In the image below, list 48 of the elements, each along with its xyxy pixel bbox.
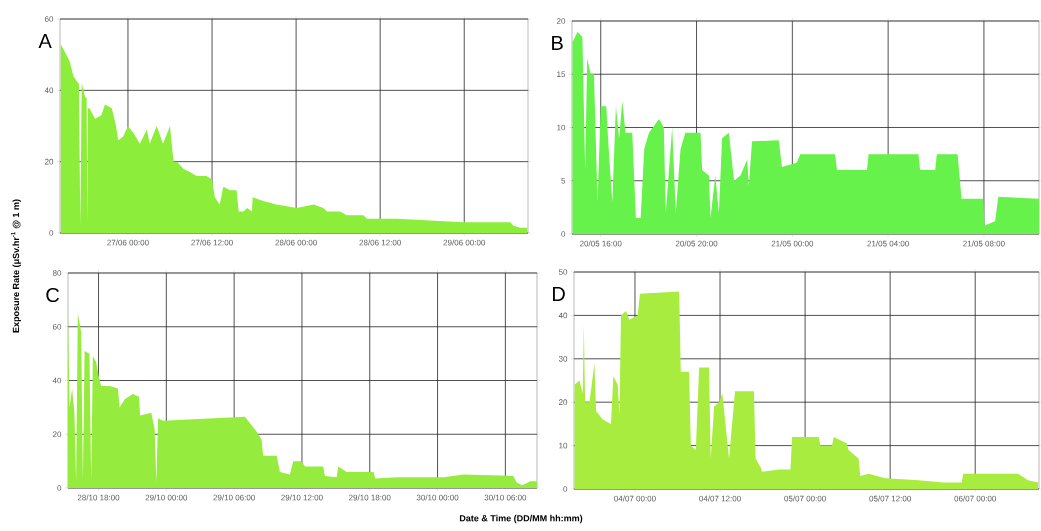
text: C (46, 287, 60, 303)
y-tick-label: 50 (558, 269, 568, 275)
y-tick-label: 60 (44, 16, 54, 22)
x-tick-label: 29/06 00:00 (443, 239, 486, 246)
x-tick-label: 27/06 12:00 (191, 239, 233, 246)
x-axis-title: Date & Time (DD/MM hh:mm) (459, 514, 583, 524)
x-tick-label: 20/05 20:00 (675, 240, 718, 247)
x-tick-label: 29/10 12:00 (281, 494, 323, 501)
x-tick-label: 05/07 12:00 (869, 495, 911, 502)
y-tick-label: 0 (49, 230, 54, 236)
x-tick-label: 06/07 00:00 (954, 495, 997, 502)
x-tick-label: 28/06 00:00 (275, 239, 317, 246)
y-tick-label: 10 (559, 442, 568, 449)
x-tick-label: 30/10 00:00 (416, 494, 459, 501)
y-tick-label: 40 (558, 312, 568, 319)
y-tick-label: 0 (561, 231, 566, 237)
y-tick-label: 40 (44, 87, 54, 94)
x-tick-label: 29/10 18:00 (349, 494, 391, 501)
text: D (553, 287, 565, 301)
y-tick-label: 80 (52, 270, 62, 276)
text: B (552, 36, 563, 50)
y-tick-label: 20 (556, 18, 566, 24)
y-axis-title: Exposure Rate (μSv.hr$^{-1}$ @ 1 m) (11, 199, 21, 333)
x-tick-label: 20/05 16:00 (580, 240, 622, 247)
text: A (38, 34, 52, 48)
y-tick-label: 0 (563, 486, 568, 492)
y-tick-label: 5 (561, 177, 566, 184)
x-tick-label: 28/10 18:00 (77, 494, 120, 501)
x-tick-label: 28/06 12:00 (359, 239, 401, 246)
x-tick-label: 30/10 06:00 (484, 494, 527, 501)
x-tick-label: 21/05 08:00 (963, 240, 1005, 247)
x-tick-label: 29/10 06:00 (213, 494, 255, 501)
y-tick-label: 0 (57, 485, 62, 491)
x-tick-label: 21/05 00:00 (771, 240, 814, 247)
x-tick-label: 27/06 00:00 (107, 239, 149, 246)
y-tick-label: 15 (557, 71, 566, 78)
y-tick-label: 40 (52, 377, 62, 384)
x-tick-label: 21/05 04:00 (867, 240, 909, 247)
y-tick-label: 20 (558, 399, 568, 406)
y-tick-label: 10 (557, 124, 566, 131)
x-tick-label: 29/10 00:00 (145, 494, 188, 501)
y-tick-label: 20 (44, 158, 54, 165)
x-tick-label: 04/07 12:00 (699, 495, 741, 502)
x-tick-label: 05/07 00:00 (784, 495, 826, 502)
y-tick-label: 20 (52, 431, 62, 438)
y-tick-label: 60 (52, 323, 62, 330)
y-tick-label: 30 (558, 355, 568, 362)
x-tick-label: 04/07 00:00 (614, 495, 656, 502)
